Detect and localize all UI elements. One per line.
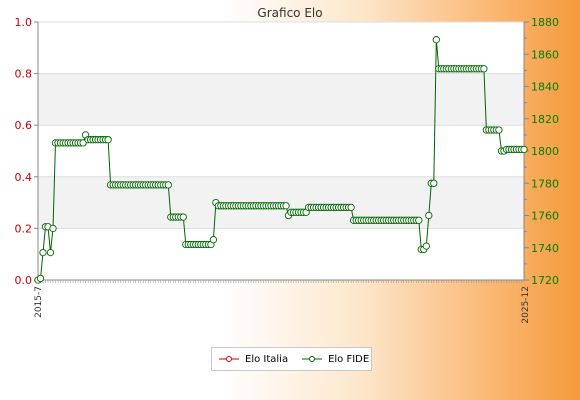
x-axis-ticks: 2015-7 2025-12	[34, 280, 531, 324]
left-tick-label: 0.0	[15, 274, 33, 287]
data-point	[164, 181, 172, 189]
right-tick-label: 1880	[531, 16, 559, 29]
right-tick-label: 1840	[531, 81, 559, 94]
legend-item-elo-fide: Elo FIDE	[302, 354, 369, 365]
left-tick-label: 1.0	[15, 16, 33, 29]
x-tick-label-first: 2015-7	[34, 286, 44, 318]
series-elo-fide	[34, 36, 528, 284]
left-tick-label: 0.2	[15, 222, 33, 235]
x-tick-label-last: 2025-12	[521, 286, 531, 324]
data-point	[432, 36, 440, 44]
data-point	[104, 136, 112, 144]
data-point	[79, 139, 87, 147]
right-axis-ticks: 1720 1740 1760 1780 1800 1820 1840 1860 1880	[524, 16, 559, 287]
grid-bands	[38, 73, 524, 229]
data-point	[347, 203, 355, 212]
plot-area	[38, 22, 524, 280]
left-tick-label: 0.8	[15, 68, 33, 81]
data-point	[495, 126, 503, 134]
data-point	[49, 224, 57, 233]
data-point	[39, 248, 47, 257]
legend-marker-elo-italia	[219, 356, 239, 362]
data-point	[422, 242, 430, 250]
left-axis-ticks: 0.0 0.2 0.4 0.6 0.8 1.0	[15, 16, 38, 287]
data-point	[36, 274, 45, 283]
data-point	[520, 145, 528, 154]
data-point	[179, 213, 187, 221]
data-point	[282, 202, 290, 210]
legend: Elo Italia Elo FIDE	[211, 347, 372, 371]
chart-title: Grafico Elo	[257, 6, 322, 20]
right-tick-label: 1740	[531, 242, 559, 255]
right-tick-label: 1780	[531, 177, 559, 190]
legend-marker-elo-fide	[302, 356, 323, 362]
right-tick-label: 1760	[531, 210, 559, 223]
data-point	[415, 216, 423, 224]
right-tick-label: 1720	[531, 274, 559, 287]
left-tick-label: 0.4	[15, 171, 33, 184]
data-point	[480, 65, 488, 73]
data-point	[430, 179, 438, 187]
data-point	[209, 236, 218, 244]
legend-item-elo-italia: Elo Italia	[219, 354, 288, 365]
grid-band	[38, 73, 524, 126]
right-tick-label: 1820	[531, 113, 559, 126]
left-tick-label: 0.6	[15, 119, 33, 132]
legend-label-elo-italia: Elo Italia	[245, 353, 289, 365]
legend-label-elo-fide: Elo FIDE	[328, 353, 370, 365]
right-tick-label: 1860	[531, 48, 559, 61]
right-tick-label: 1800	[531, 145, 559, 158]
data-point	[425, 211, 433, 220]
data-point	[46, 248, 55, 257]
